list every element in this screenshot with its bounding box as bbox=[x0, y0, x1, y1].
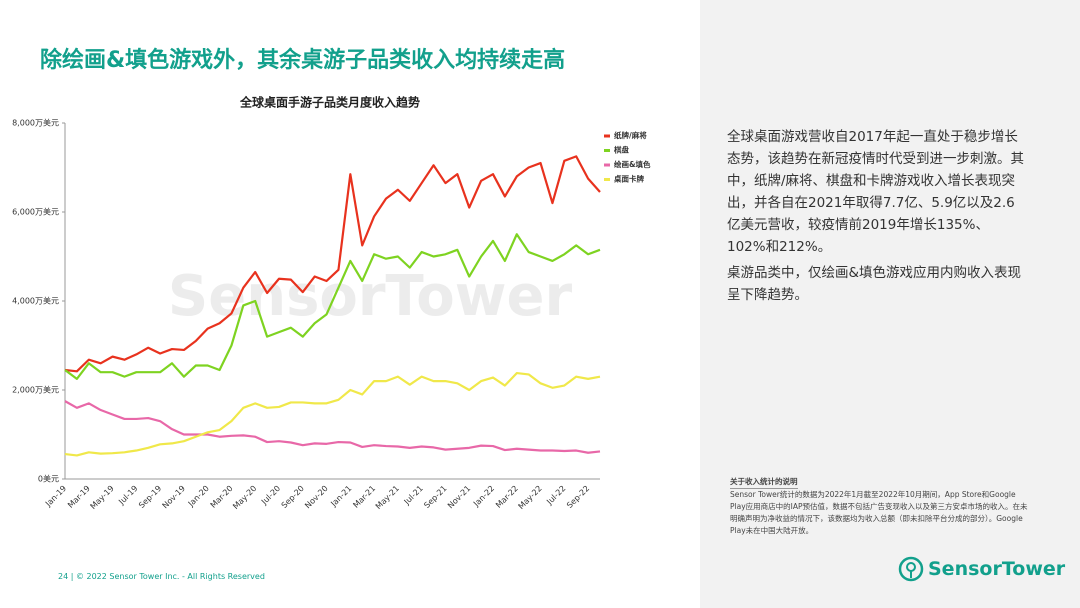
x-tick-label: Jan-20 bbox=[186, 484, 211, 509]
x-tick-label: Sep-19 bbox=[137, 484, 163, 510]
chart: SensorTower 全球桌面手游子品类月度收入趋势 0美元 2,000万美元 4… bbox=[12, 95, 651, 512]
x-tick-label: Sep-21 bbox=[422, 484, 448, 510]
paragraph: 桌游品类中，仅绘画&填色游戏应用内购收入表现呈下降趋势。 bbox=[727, 265, 1022, 303]
x-tick-label: Jan-19 bbox=[43, 484, 68, 509]
legend-label: 桌面卡牌 bbox=[613, 174, 644, 184]
series-line bbox=[64, 371, 601, 457]
y-tick-label: 4,000万美元 bbox=[12, 296, 59, 306]
x-tick-label: May-20 bbox=[231, 484, 258, 511]
sidebar bbox=[700, 0, 1080, 608]
logo: SensorTower bbox=[928, 558, 1066, 580]
watermark: SensorTower bbox=[168, 264, 573, 329]
legend-label: 纸牌/麻将 bbox=[614, 130, 647, 140]
y-tick-label: 6,000万美元 bbox=[12, 207, 59, 217]
x-tick-label: Mar-21 bbox=[351, 484, 377, 510]
legend-label: 棋盘 bbox=[614, 145, 629, 155]
note: 关于收入统计的说明 Sensor Tower统计的数据为2022年1月截至202… bbox=[730, 476, 1030, 537]
x-tick-label: Mar-19 bbox=[66, 484, 92, 510]
x-tick-label: Mar-22 bbox=[494, 484, 520, 510]
chart-title: 全球桌面手游子品类月度收入趋势 bbox=[239, 95, 420, 110]
x-tick-label: Mar-20 bbox=[209, 484, 235, 510]
paragraph: 全球桌面游戏营收自2017年起一直处于稳步增长态势，该趋势在新冠疫情时代受到进一… bbox=[727, 129, 1024, 255]
x-tick-label: May-21 bbox=[374, 484, 401, 511]
x-tick-label: Nov-20 bbox=[303, 484, 329, 510]
y-tick-label: 2,000万美元 bbox=[12, 385, 59, 395]
series-line bbox=[64, 400, 601, 454]
series-line bbox=[64, 233, 601, 380]
x-tick-label: May-19 bbox=[89, 484, 116, 511]
x-tick-label: Nov-19 bbox=[161, 484, 187, 510]
y-tick-label: 8,000万美元 bbox=[12, 118, 59, 128]
slide-title: 除绘画&填色游戏外，其余桌游子品类收入均持续走高 bbox=[40, 48, 566, 73]
x-tick-label: Sep-20 bbox=[280, 484, 306, 510]
x-tick-label: Nov-21 bbox=[446, 484, 472, 510]
note-title: 关于收入统计的说明 bbox=[730, 476, 798, 489]
x-tick-label: Jan-21 bbox=[328, 484, 353, 509]
note-text: Sensor Tower统计的数据为2022年1月截至2022年10月期间，Ap… bbox=[730, 490, 1028, 535]
series-line bbox=[64, 155, 601, 373]
x-tick-label: May-22 bbox=[517, 484, 544, 511]
logo-icon bbox=[898, 556, 924, 582]
x-tick-label: Jan-22 bbox=[471, 484, 496, 509]
x-tick-label: Sep-22 bbox=[565, 484, 591, 510]
y-tick-label: 0美元 bbox=[38, 474, 59, 484]
legend-label: 绘画&填色 bbox=[614, 159, 651, 169]
footer: 24 | © 2022 Sensor Tower Inc. - All Righ… bbox=[58, 572, 265, 581]
